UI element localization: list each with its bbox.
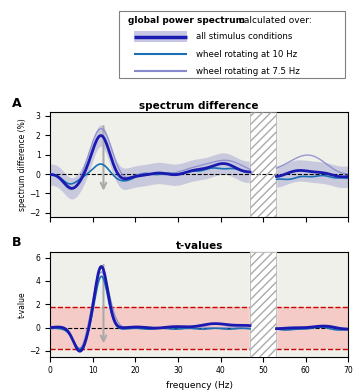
Title: spectrum difference: spectrum difference	[140, 101, 259, 111]
Text: global power spectrum: global power spectrum	[128, 16, 245, 25]
Text: B: B	[11, 236, 21, 249]
Bar	[250, 112, 276, 217]
X-axis label: frequency (Hz): frequency (Hz)	[166, 381, 233, 390]
Y-axis label: spectrum difference (%): spectrum difference (%)	[18, 118, 27, 211]
Title: t-values: t-values	[176, 241, 223, 251]
Y-axis label: t-value: t-value	[18, 291, 27, 318]
Text: calculated over:: calculated over:	[237, 16, 312, 25]
Bar	[250, 252, 276, 357]
Text: A: A	[11, 96, 21, 109]
Bar	[250, 252, 276, 357]
Text: wheel rotating at 7.5 Hz: wheel rotating at 7.5 Hz	[196, 67, 300, 76]
Text: wheel rotating at 10 Hz: wheel rotating at 10 Hz	[196, 50, 297, 58]
Text: all stimulus conditions: all stimulus conditions	[196, 32, 293, 41]
FancyBboxPatch shape	[119, 11, 345, 78]
Bar	[250, 112, 276, 217]
